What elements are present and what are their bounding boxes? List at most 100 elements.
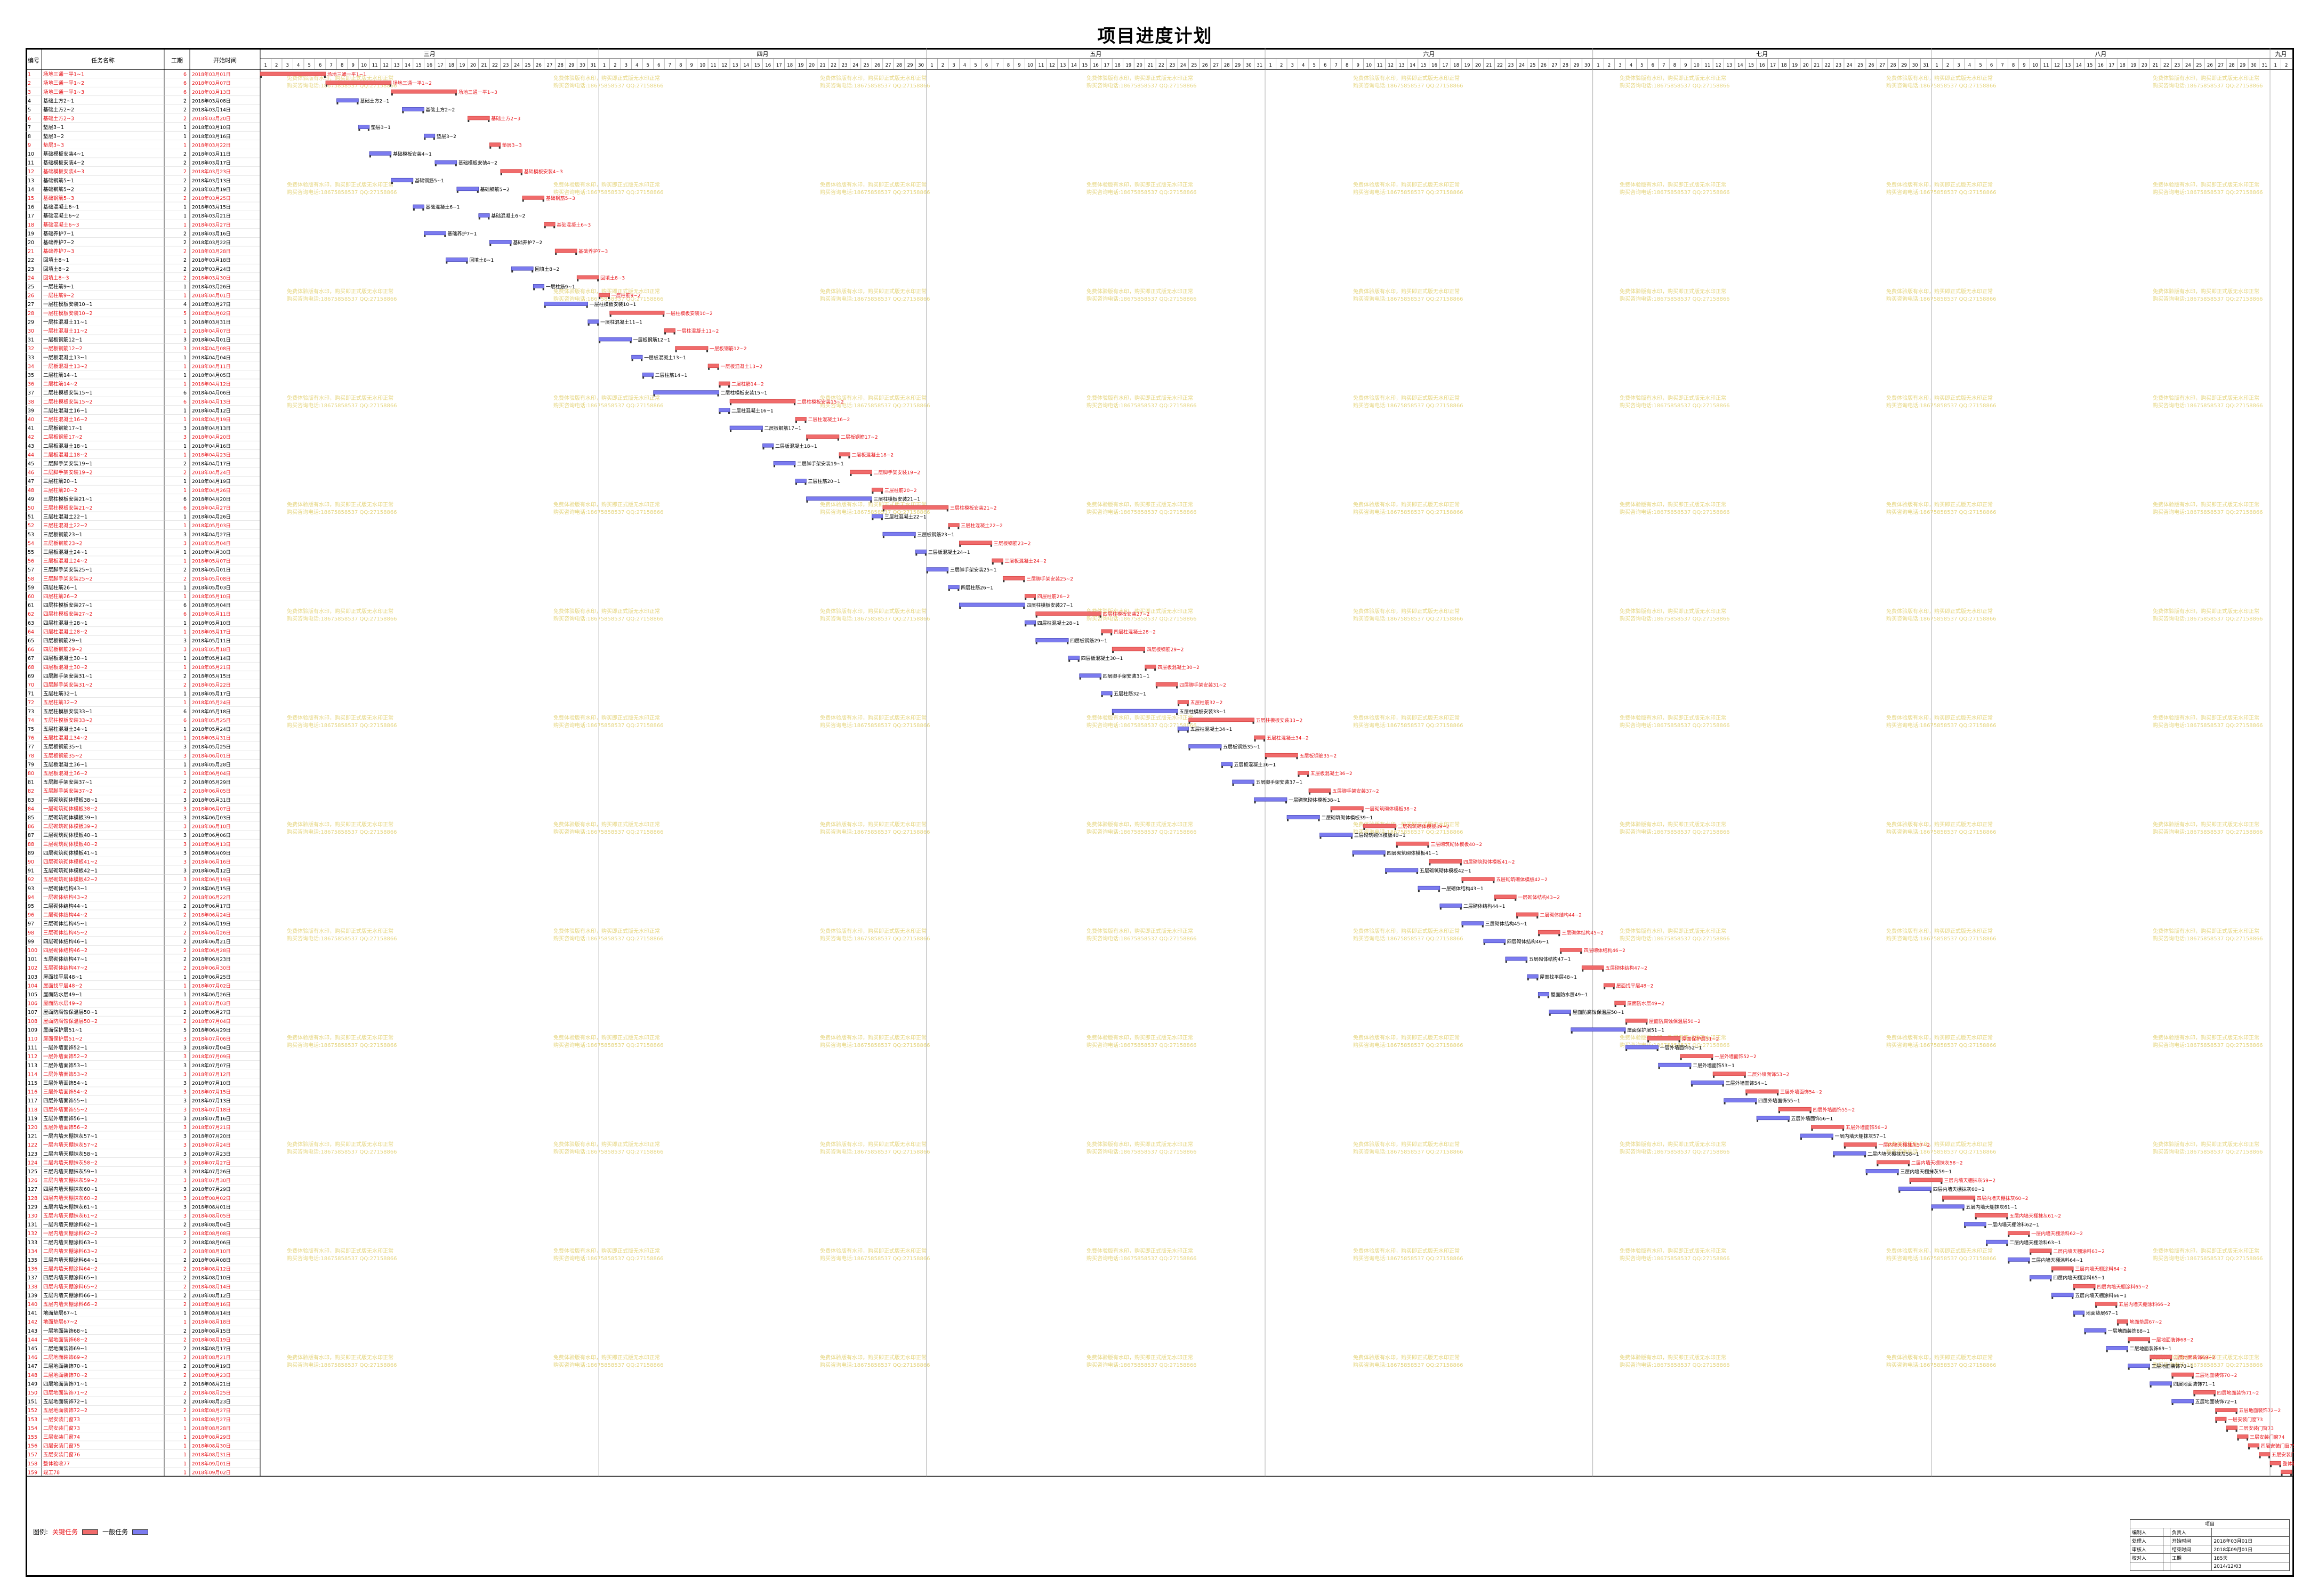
task-duration: 1 — [183, 213, 187, 219]
task-start: 2018年05月25日 — [192, 717, 231, 723]
legend-normal-label: 一般任务 — [102, 1528, 128, 1536]
task-bar — [489, 240, 512, 244]
watermark-text: 购买咨询电话:18675858537 QQ:27158866 — [1086, 82, 1197, 89]
task-id: 153 — [28, 1417, 37, 1423]
day-label: 5 — [1979, 63, 1982, 68]
task-bar-end-marker — [599, 341, 601, 343]
watermark-text: 免费体验版有水印，购买即正式版无水印正常 — [1620, 394, 1726, 401]
task-start: 2018年06月06日 — [192, 832, 231, 839]
day-label: 19 — [798, 63, 804, 68]
task-start: 2018年07月07日 — [192, 1062, 231, 1069]
task-duration: 1 — [183, 222, 187, 228]
task-bar-end-marker — [762, 447, 764, 450]
task-bar-end-marker — [1538, 996, 1540, 998]
task-bar-label: 基础土方2~3 — [491, 116, 520, 122]
task-duration: 2 — [183, 1364, 187, 1369]
task-id: 113 — [28, 1063, 37, 1069]
task-name: 地面垫层67~1 — [43, 1310, 77, 1317]
task-bar-label: 三层柱筋20~1 — [808, 478, 840, 485]
task-bar — [1024, 620, 1036, 625]
task-bar-label: 三层板钢筋23~1 — [917, 531, 954, 538]
day-label: 2 — [275, 63, 278, 68]
task-bar — [1254, 797, 1287, 802]
task-name: 四层柱模板安装27~2 — [43, 611, 93, 617]
task-bar-label: 一层地面装饰68~1 — [2108, 1328, 2150, 1334]
task-start: 2018年05月17日 — [192, 691, 231, 697]
task-start: 2018年08月31日 — [192, 1452, 231, 1458]
task-id: 34 — [28, 364, 34, 369]
task-bar-label: 基础模板安装4~2 — [458, 160, 497, 166]
task-id: 60 — [28, 594, 34, 600]
task-bar-label: 二层安装门窗73 — [2239, 1425, 2274, 1431]
task-bar-end-marker — [1329, 792, 1331, 795]
watermark-text: 购买咨询电话:18675858537 QQ:27158866 — [2153, 1361, 2263, 1368]
task-id: 63 — [28, 620, 34, 626]
day-label: 31 — [591, 63, 597, 68]
task-bar — [1396, 841, 1429, 846]
task-name: 二层内墙天棚涂料63~1 — [43, 1239, 98, 1246]
watermark-text: 免费体验版有水印，购买即正式版无水印正常 — [2153, 288, 2259, 295]
task-start: 2018年08月21日 — [192, 1381, 231, 1387]
task-bar-label: 四层外墙面饰55~1 — [1758, 1098, 1800, 1104]
task-bar — [1724, 1098, 1757, 1102]
task-start: 2018年03月28日 — [192, 248, 231, 255]
task-bar-end-marker — [1110, 633, 1113, 635]
task-id: 53 — [28, 532, 34, 538]
watermark-text: 购买咨询电话:18675858537 QQ:27158866 — [1353, 295, 1463, 302]
task-bar-end-marker — [881, 491, 883, 494]
legend-normal-swatch — [132, 1529, 149, 1535]
watermark-text: 购买咨询电话:18675858537 QQ:27158866 — [1086, 295, 1197, 302]
day-label: 1 — [1597, 63, 1599, 68]
task-bar-label: 二层柱模板安装15~1 — [721, 390, 768, 396]
task-id: 69 — [28, 673, 34, 679]
task-id: 84 — [28, 806, 34, 812]
task-name: 屋面防水层49~1 — [43, 992, 83, 998]
day-label: 11 — [711, 63, 717, 68]
task-name: 二层柱模板安装15~1 — [43, 390, 93, 396]
task-bar-label: 四层砌体结构46~2 — [1583, 947, 1625, 954]
task-name: 五层柱筋32~1 — [43, 691, 77, 697]
task-duration: 2 — [183, 1222, 187, 1228]
day-label: 16 — [1759, 63, 1765, 68]
info-cell — [2169, 1562, 2212, 1571]
task-bar-end-marker — [1691, 1084, 1693, 1087]
task-bar-label: 五层板混凝土36~1 — [1234, 761, 1276, 768]
task-id: 152 — [28, 1408, 37, 1414]
task-bar-end-marker — [1809, 1111, 1812, 1114]
task-id: 27 — [28, 302, 34, 308]
task-bar — [500, 169, 523, 173]
task-bar — [1221, 762, 1233, 767]
task-bar-label: 五层地面装饰72~2 — [2239, 1407, 2281, 1414]
watermark-text: 购买咨询电话:18675858537 QQ:27158866 — [2153, 828, 2263, 835]
task-start: 2018年06月25日 — [192, 974, 231, 980]
task-bar — [1986, 1239, 2008, 1244]
task-id: 12 — [28, 169, 34, 175]
task-bar-end-marker — [411, 182, 413, 184]
task-name: 五层砌筑砌体模板42~1 — [43, 868, 98, 874]
task-name: 五层地面装饰72~1 — [43, 1399, 87, 1405]
task-id: 142 — [28, 1319, 37, 1325]
task-duration: 3 — [183, 337, 187, 343]
task-bar-label: 四层外墙面饰55~2 — [1813, 1107, 1855, 1113]
task-start: 2018年05月07日 — [192, 558, 231, 565]
task-duration: 3 — [183, 1098, 187, 1104]
task-bar — [1461, 877, 1495, 881]
task-bar-end-marker — [882, 536, 884, 538]
day-label: 21 — [2152, 63, 2158, 68]
info-cell: 工期 — [2169, 1553, 2212, 1562]
info-cell: 处理人 — [2129, 1536, 2164, 1545]
task-id: 110 — [28, 1036, 37, 1042]
task-bar-end-marker — [402, 111, 404, 114]
task-name: 二层外墙面饰53~1 — [43, 1062, 87, 1069]
day-label: 1 — [264, 63, 267, 68]
task-bar — [959, 602, 1025, 607]
task-bar-label: 五层脚手架安装37~1 — [1256, 779, 1303, 786]
day-label: 16 — [2098, 63, 2104, 68]
task-start: 2018年03月07日 — [192, 80, 231, 86]
task-bar — [806, 496, 872, 501]
day-label: 3 — [625, 63, 627, 68]
info-cell: 开始时间 — [2169, 1536, 2212, 1545]
task-bar-label: 三层板混凝土24~1 — [928, 549, 970, 555]
day-label: 16 — [765, 63, 771, 68]
task-bar-end-marker — [771, 447, 774, 450]
